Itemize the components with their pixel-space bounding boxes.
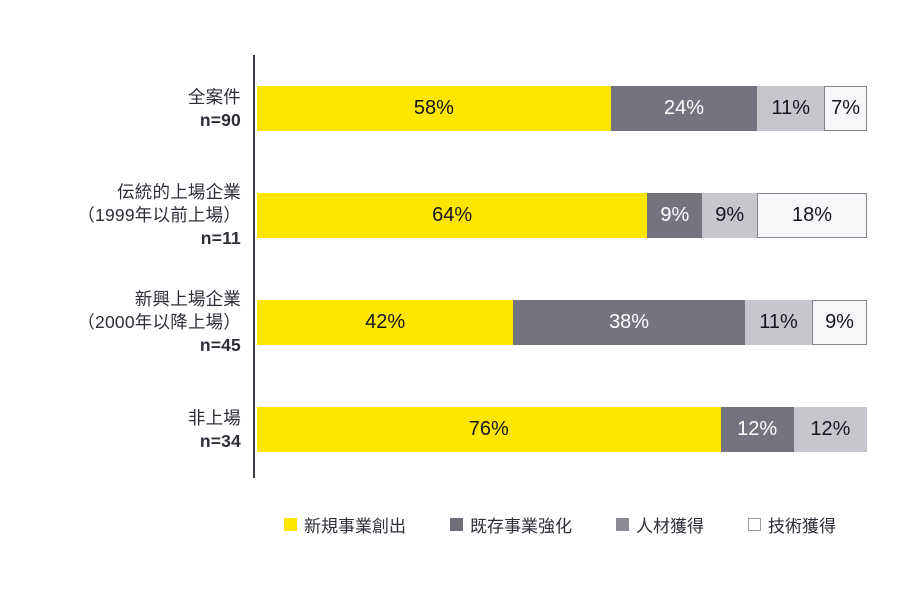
category-label-line: n=45 bbox=[199, 335, 241, 355]
category-label-line: （1999年以前上場） bbox=[77, 205, 241, 225]
chart-row-1: 伝統的上場企業 （1999年以前上場） n=11 64% 9% 9% 18% bbox=[0, 162, 900, 269]
category-label-0: 全案件 n=90 bbox=[0, 86, 255, 132]
legend-swatch-icon bbox=[616, 518, 629, 531]
legend-swatch-icon bbox=[450, 518, 463, 531]
bar-segment-新規事業創出: 42% bbox=[257, 300, 514, 345]
bar-segment-既存事業強化: 24% bbox=[610, 86, 758, 131]
legend-swatch-icon bbox=[748, 518, 761, 531]
legend-item-2: 人材獲得 bbox=[616, 512, 704, 537]
legend-label: 既存事業強化 bbox=[470, 517, 572, 536]
stacked-bar-3: 76% 12% 12% bbox=[257, 407, 867, 452]
chart-row-3: 非上場 n=34 76% 12% 12% bbox=[0, 376, 900, 483]
category-label-line: n=11 bbox=[200, 228, 241, 248]
bar-segment-人材獲得: 11% bbox=[744, 300, 813, 345]
chart-row-0: 全案件 n=90 58% 24% 11% 7% bbox=[0, 55, 900, 162]
bar-segment-新規事業創出: 76% bbox=[257, 407, 721, 452]
category-label-line: （2000年以降上場） bbox=[77, 312, 241, 332]
bar-segment-人材獲得: 9% bbox=[702, 193, 758, 238]
category-label-1: 伝統的上場企業 （1999年以前上場） n=11 bbox=[0, 181, 255, 250]
bar-segment-既存事業強化: 9% bbox=[647, 193, 703, 238]
legend-label: 技術獲得 bbox=[768, 517, 836, 536]
y-axis-line bbox=[253, 55, 255, 478]
category-label-line: n=34 bbox=[199, 430, 241, 451]
bar-segment-技術獲得: 9% bbox=[812, 300, 867, 345]
bar-segment-新規事業創出: 64% bbox=[257, 193, 648, 238]
category-label-2: 新興上場企業 （2000年以降上場） n=45 bbox=[0, 288, 255, 357]
stacked-bar-2: 42% 38% 11% 9% bbox=[257, 300, 867, 345]
legend-item-1: 既存事業強化 bbox=[450, 512, 572, 537]
chart-row-2: 新興上場企業 （2000年以降上場） n=45 42% 38% 11% 9% bbox=[0, 269, 900, 376]
bar-segment-人材獲得: 11% bbox=[757, 86, 825, 131]
category-label-line: 非上場 bbox=[187, 407, 241, 428]
category-label-line: 全案件 bbox=[187, 86, 241, 107]
category-label-line: 伝統的上場企業 bbox=[117, 182, 241, 202]
category-label-3: 非上場 n=34 bbox=[0, 407, 255, 453]
legend-label: 新規事業創出 bbox=[304, 517, 406, 536]
category-label-line: n=90 bbox=[199, 109, 241, 130]
bar-segment-既存事業強化: 38% bbox=[513, 300, 745, 345]
bar-segment-新規事業創出: 58% bbox=[257, 86, 611, 131]
stacked-bar-1: 64% 9% 9% 18% bbox=[257, 193, 867, 238]
legend-item-3: 技術獲得 bbox=[748, 512, 836, 537]
legend-label: 人材獲得 bbox=[636, 517, 704, 536]
bar-segment-既存事業強化: 12% bbox=[720, 407, 794, 452]
bar-segment-技術獲得: 18% bbox=[757, 193, 867, 238]
bar-segment-人材獲得: 12% bbox=[793, 407, 867, 452]
legend-item-0: 新規事業創出 bbox=[284, 512, 406, 537]
category-label-line: 新興上場企業 bbox=[134, 289, 241, 309]
stacked-bar-0: 58% 24% 11% 7% bbox=[257, 86, 867, 131]
chart-legend: 新規事業創出 既存事業強化 人材獲得 技術獲得 bbox=[255, 512, 865, 537]
bar-segment-技術獲得: 7% bbox=[824, 86, 867, 131]
legend-swatch-icon bbox=[284, 518, 297, 531]
chart-rows: 全案件 n=90 58% 24% 11% 7% 伝統的上場企業 （1999年以前上場） n=11… bbox=[0, 55, 900, 483]
